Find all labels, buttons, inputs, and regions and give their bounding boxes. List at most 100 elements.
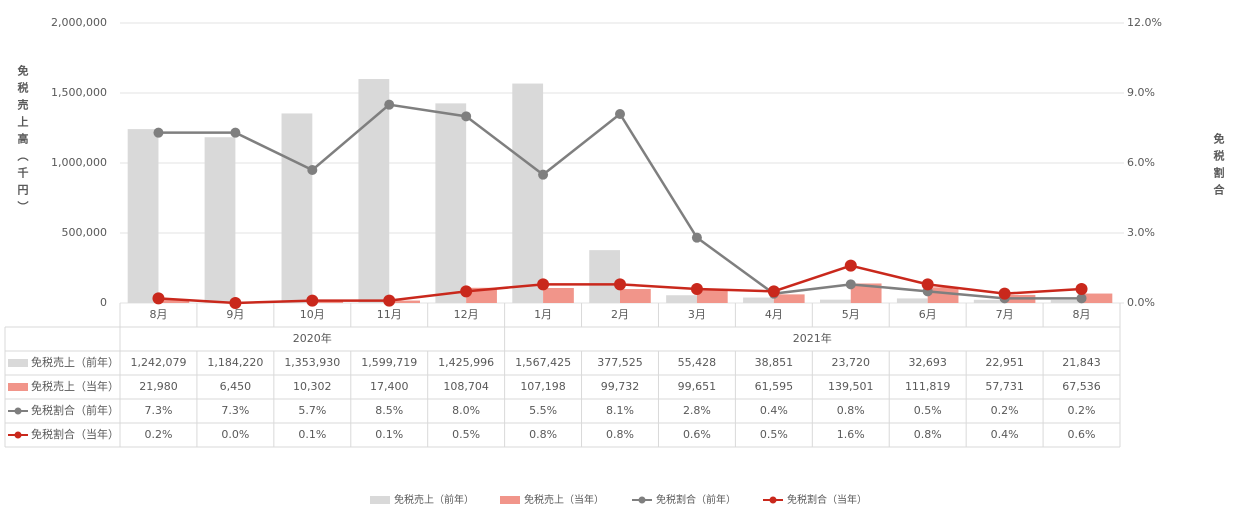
bar: [696, 289, 728, 303]
y2-axis-title: 免税割合: [1212, 132, 1225, 201]
line-marker: [383, 294, 396, 307]
legend-label: 免税割合（前年）: [656, 493, 736, 506]
table-cell: 107,198: [520, 380, 566, 393]
y2-tick-label: 9.0%: [1127, 86, 1155, 99]
table-cell: 32,693: [908, 356, 947, 369]
table-cell: 1,353,930: [284, 356, 340, 369]
x-tick-label: 7月: [996, 308, 1014, 321]
line-marker: [306, 294, 319, 307]
table-cell: 2.8%: [683, 404, 711, 417]
table-cell: 0.1%: [375, 428, 403, 441]
table-cell: 99,732: [601, 380, 640, 393]
table-cell: 377,525: [597, 356, 643, 369]
table-cell: 0.8%: [837, 404, 865, 417]
legend-key: [500, 496, 520, 504]
table-cell: 0.2%: [144, 428, 172, 441]
line-marker: [844, 259, 857, 272]
x-tick-label: 5月: [842, 308, 860, 321]
line-marker: [615, 109, 625, 119]
bar: [281, 113, 313, 303]
legend-key: [14, 431, 22, 439]
bar: [1081, 293, 1113, 303]
line-marker: [998, 287, 1011, 300]
table-cell: 0.8%: [914, 428, 942, 441]
table-cell: 1,425,996: [438, 356, 494, 369]
bar: [435, 103, 467, 303]
table-cell: 7.3%: [144, 404, 172, 417]
x-tick-label: 11月: [377, 308, 402, 321]
legend-label: 免税割合（当年）: [787, 493, 867, 506]
table-cell: 8.0%: [452, 404, 480, 417]
line-marker: [1076, 293, 1087, 304]
legend-label: 免税売上（前年）: [394, 493, 474, 506]
bar: [589, 250, 620, 303]
table-cell: 111,819: [905, 380, 951, 393]
x-tick-label: 9月: [226, 308, 244, 321]
table-cell: 0.5%: [914, 404, 942, 417]
table-cell: 1.6%: [837, 428, 865, 441]
table-cell: 0.0%: [221, 428, 249, 441]
table-cell: 38,851: [755, 356, 794, 369]
table-row-label: 免税割合（当年）: [31, 427, 119, 441]
table-cell: 99,651: [678, 380, 717, 393]
table-cell: 61,595: [755, 380, 794, 393]
table-cell: 1,242,079: [130, 356, 186, 369]
table-cell: 139,501: [828, 380, 874, 393]
table-cell: 0.5%: [452, 428, 480, 441]
table-cell: 1,184,220: [207, 356, 263, 369]
line-marker: [1075, 283, 1088, 295]
legend-key: [8, 359, 28, 367]
y-tick-label: 500,000: [62, 226, 108, 239]
bar: [389, 300, 420, 303]
year-label: 2020年: [293, 331, 332, 345]
table-cell: 5.7%: [298, 404, 326, 417]
table-cell: 7.3%: [221, 404, 249, 417]
legend-label: 免税売上（当年）: [524, 493, 604, 506]
legend-key: [8, 383, 28, 391]
line-marker: [614, 278, 626, 291]
table-cell: 67,536: [1062, 380, 1101, 393]
bar: [896, 298, 928, 303]
line-marker: [153, 127, 164, 138]
y2-tick-label: 12.0%: [1127, 16, 1162, 29]
bar: [512, 83, 544, 303]
line-marker: [152, 292, 165, 305]
x-tick-label: 12月: [454, 308, 479, 321]
table-cell: 21,980: [139, 380, 178, 393]
line-marker: [690, 283, 703, 295]
table-cell: 1,599,719: [361, 356, 417, 369]
bar: [820, 299, 851, 303]
table-cell: 0.5%: [760, 428, 788, 441]
x-tick-label: 4月: [765, 308, 783, 321]
bar: [312, 301, 344, 303]
bar: [773, 294, 805, 303]
bar: [620, 289, 651, 303]
y2-tick-label: 3.0%: [1127, 226, 1155, 239]
bar: [1050, 299, 1082, 303]
table-row-label: 免税割合（前年）: [31, 403, 119, 417]
y-tick-label: 0: [100, 296, 107, 309]
bar: [358, 79, 390, 303]
table-cell: 55,428: [678, 356, 717, 369]
line-marker: [229, 297, 242, 309]
bar: [666, 295, 697, 303]
y-tick-label: 1,000,000: [51, 156, 107, 169]
table-cell: 0.8%: [529, 428, 557, 441]
line-marker: [461, 111, 472, 122]
x-tick-label: 3月: [688, 308, 706, 321]
table-cell: 1,567,425: [515, 356, 571, 369]
table-cell: 0.8%: [606, 428, 634, 441]
table-cell: 0.2%: [991, 404, 1019, 417]
table-cell: 6,450: [220, 380, 252, 393]
table-cell: 0.6%: [1068, 428, 1096, 441]
line-marker: [537, 278, 550, 291]
x-tick-label: 1月: [534, 308, 552, 321]
bar: [127, 129, 159, 303]
table-cell: 8.1%: [606, 404, 634, 417]
table-cell: 57,731: [985, 380, 1024, 393]
line-marker: [384, 99, 395, 110]
table-row-label: 免税売上（当年）: [31, 379, 119, 393]
bar: [743, 297, 774, 303]
bar: [158, 299, 190, 303]
